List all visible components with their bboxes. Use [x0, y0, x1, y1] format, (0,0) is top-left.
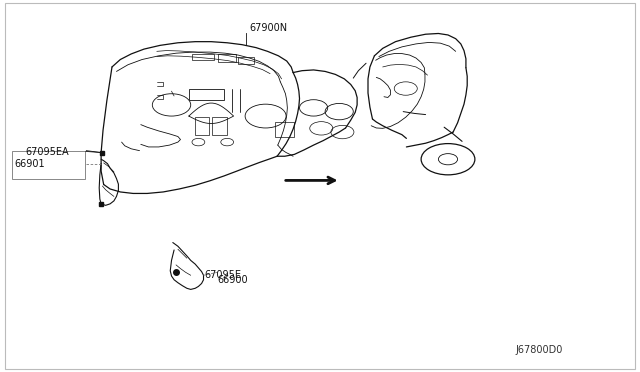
- Bar: [218, 54, 236, 62]
- Text: 67095E: 67095E: [205, 270, 242, 279]
- Bar: [212, 117, 227, 135]
- Bar: [195, 117, 209, 135]
- Bar: [275, 122, 294, 137]
- Bar: [12, 151, 85, 179]
- Bar: [238, 57, 254, 64]
- Text: J67800D0: J67800D0: [516, 345, 563, 355]
- Bar: [189, 89, 224, 100]
- Text: 66900: 66900: [218, 275, 248, 285]
- Text: 67900N: 67900N: [250, 23, 288, 33]
- Text: 66901: 66901: [14, 160, 45, 169]
- Text: 67095EA: 67095EA: [26, 147, 69, 157]
- Bar: [192, 54, 214, 60]
